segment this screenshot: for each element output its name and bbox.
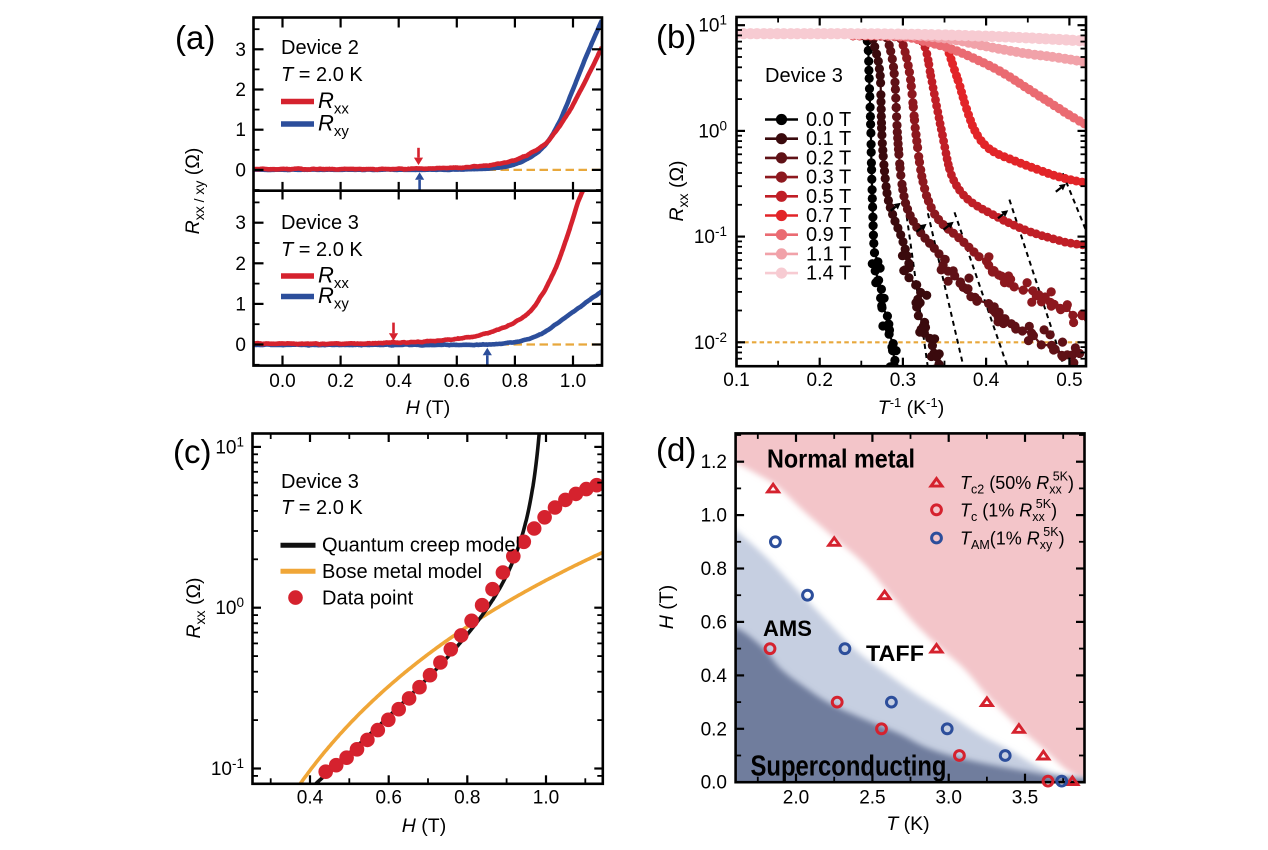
svg-text:0.3: 0.3 bbox=[890, 370, 916, 391]
svg-text:0.2: 0.2 bbox=[806, 370, 832, 391]
svg-text:Normal metal: Normal metal bbox=[767, 444, 915, 474]
svg-text:0.2: 0.2 bbox=[701, 719, 727, 740]
svg-text:Tc (1% Rxx5K): Tc (1% Rxx5K) bbox=[960, 497, 1057, 524]
svg-text:T = 2.0 K: T = 2.0 K bbox=[281, 64, 363, 86]
svg-text:0: 0 bbox=[235, 160, 246, 181]
svg-text:Superconducting: Superconducting bbox=[751, 751, 947, 783]
svg-text:0.4: 0.4 bbox=[973, 370, 1000, 391]
svg-text:0.7 T: 0.7 T bbox=[806, 205, 851, 227]
svg-text:T = 2.0 K: T = 2.0 K bbox=[281, 239, 363, 261]
svg-text:1.4 T: 1.4 T bbox=[806, 263, 851, 285]
svg-text:0.4: 0.4 bbox=[701, 666, 728, 687]
svg-text:0: 0 bbox=[235, 335, 246, 356]
svg-text:H (T): H (T) bbox=[656, 585, 678, 629]
svg-text:H (T): H (T) bbox=[402, 815, 446, 837]
svg-text:(c): (c) bbox=[173, 433, 211, 470]
svg-text:0.3 T: 0.3 T bbox=[806, 167, 851, 189]
svg-text:2.5: 2.5 bbox=[859, 788, 885, 809]
svg-text:Bose metal model: Bose metal model bbox=[322, 561, 482, 583]
svg-text:0.6: 0.6 bbox=[444, 371, 470, 392]
svg-text:AMS: AMS bbox=[763, 616, 812, 641]
svg-text:Rxy: Rxy bbox=[318, 111, 349, 141]
svg-text:0.5: 0.5 bbox=[1056, 370, 1082, 391]
svg-text:0.9 T: 0.9 T bbox=[806, 224, 851, 246]
svg-text:TAM(1% Rxy5K): TAM(1% Rxy5K) bbox=[960, 525, 1065, 552]
svg-text:Tc2 (50% Rxx5K): Tc2 (50% Rxx5K) bbox=[960, 470, 1074, 497]
svg-text:(a): (a) bbox=[175, 19, 215, 56]
svg-text:0.6: 0.6 bbox=[701, 612, 727, 633]
svg-text:0.4: 0.4 bbox=[385, 371, 412, 392]
svg-text:10-1: 10-1 bbox=[211, 756, 244, 780]
svg-text:3: 3 bbox=[235, 213, 246, 234]
svg-text:0.2: 0.2 bbox=[327, 371, 353, 392]
svg-text:3: 3 bbox=[235, 40, 246, 61]
svg-text:1.2: 1.2 bbox=[701, 452, 727, 473]
svg-text:Rxx (Ω): Rxx (Ω) bbox=[666, 160, 691, 221]
svg-text:0.2 T: 0.2 T bbox=[806, 147, 851, 169]
svg-text:0.1 T: 0.1 T bbox=[806, 128, 851, 150]
svg-text:2: 2 bbox=[235, 80, 246, 101]
svg-text:Rxx / xy (Ω): Rxx / xy (Ω) bbox=[182, 148, 207, 235]
svg-text:1.1 T: 1.1 T bbox=[806, 243, 851, 265]
svg-text:(b): (b) bbox=[656, 18, 696, 55]
svg-text:101: 101 bbox=[215, 434, 244, 458]
svg-text:3.5: 3.5 bbox=[1012, 788, 1038, 809]
svg-text:1: 1 bbox=[235, 294, 246, 315]
svg-text:0.0: 0.0 bbox=[701, 773, 727, 794]
svg-text:0.6: 0.6 bbox=[375, 788, 401, 809]
svg-text:Device 3: Device 3 bbox=[281, 471, 359, 493]
svg-text:Device 2: Device 2 bbox=[281, 37, 359, 59]
svg-text:0.5 T: 0.5 T bbox=[806, 186, 851, 208]
svg-text:Data point: Data point bbox=[322, 587, 414, 609]
svg-text:0.4: 0.4 bbox=[297, 788, 324, 809]
svg-text:2: 2 bbox=[235, 254, 246, 275]
svg-text:Device 3: Device 3 bbox=[765, 65, 843, 87]
svg-text:2.0: 2.0 bbox=[783, 788, 809, 809]
svg-text:0.0 T: 0.0 T bbox=[806, 109, 851, 131]
svg-text:0.0: 0.0 bbox=[269, 371, 295, 392]
svg-text:T = 2.0 K: T = 2.0 K bbox=[281, 497, 363, 519]
svg-text:0.8: 0.8 bbox=[502, 371, 528, 392]
svg-text:1: 1 bbox=[235, 120, 246, 141]
svg-text:1.0: 1.0 bbox=[560, 371, 586, 392]
svg-text:0.8: 0.8 bbox=[701, 559, 727, 580]
svg-text:Rxx (Ω): Rxx (Ω) bbox=[183, 577, 208, 638]
svg-text:H (T): H (T) bbox=[406, 397, 450, 419]
svg-text:Quantum creep model: Quantum creep model bbox=[322, 535, 520, 557]
svg-text:Rxy: Rxy bbox=[318, 283, 349, 313]
svg-text:0.8: 0.8 bbox=[454, 788, 480, 809]
svg-text:(d): (d) bbox=[656, 431, 696, 468]
svg-text:TAFF: TAFF bbox=[866, 641, 924, 666]
svg-text:3.0: 3.0 bbox=[935, 788, 961, 809]
svg-text:0.1: 0.1 bbox=[723, 370, 749, 391]
svg-text:T (K): T (K) bbox=[886, 813, 929, 835]
svg-text:Device 3: Device 3 bbox=[281, 212, 359, 234]
svg-text:1.0: 1.0 bbox=[701, 506, 727, 527]
svg-text:1.0: 1.0 bbox=[533, 788, 559, 809]
svg-text:Rxx: Rxx bbox=[318, 88, 349, 118]
svg-text:T-1 (K-1): T-1 (K-1) bbox=[878, 395, 944, 419]
svg-text:Rxx: Rxx bbox=[318, 263, 349, 293]
